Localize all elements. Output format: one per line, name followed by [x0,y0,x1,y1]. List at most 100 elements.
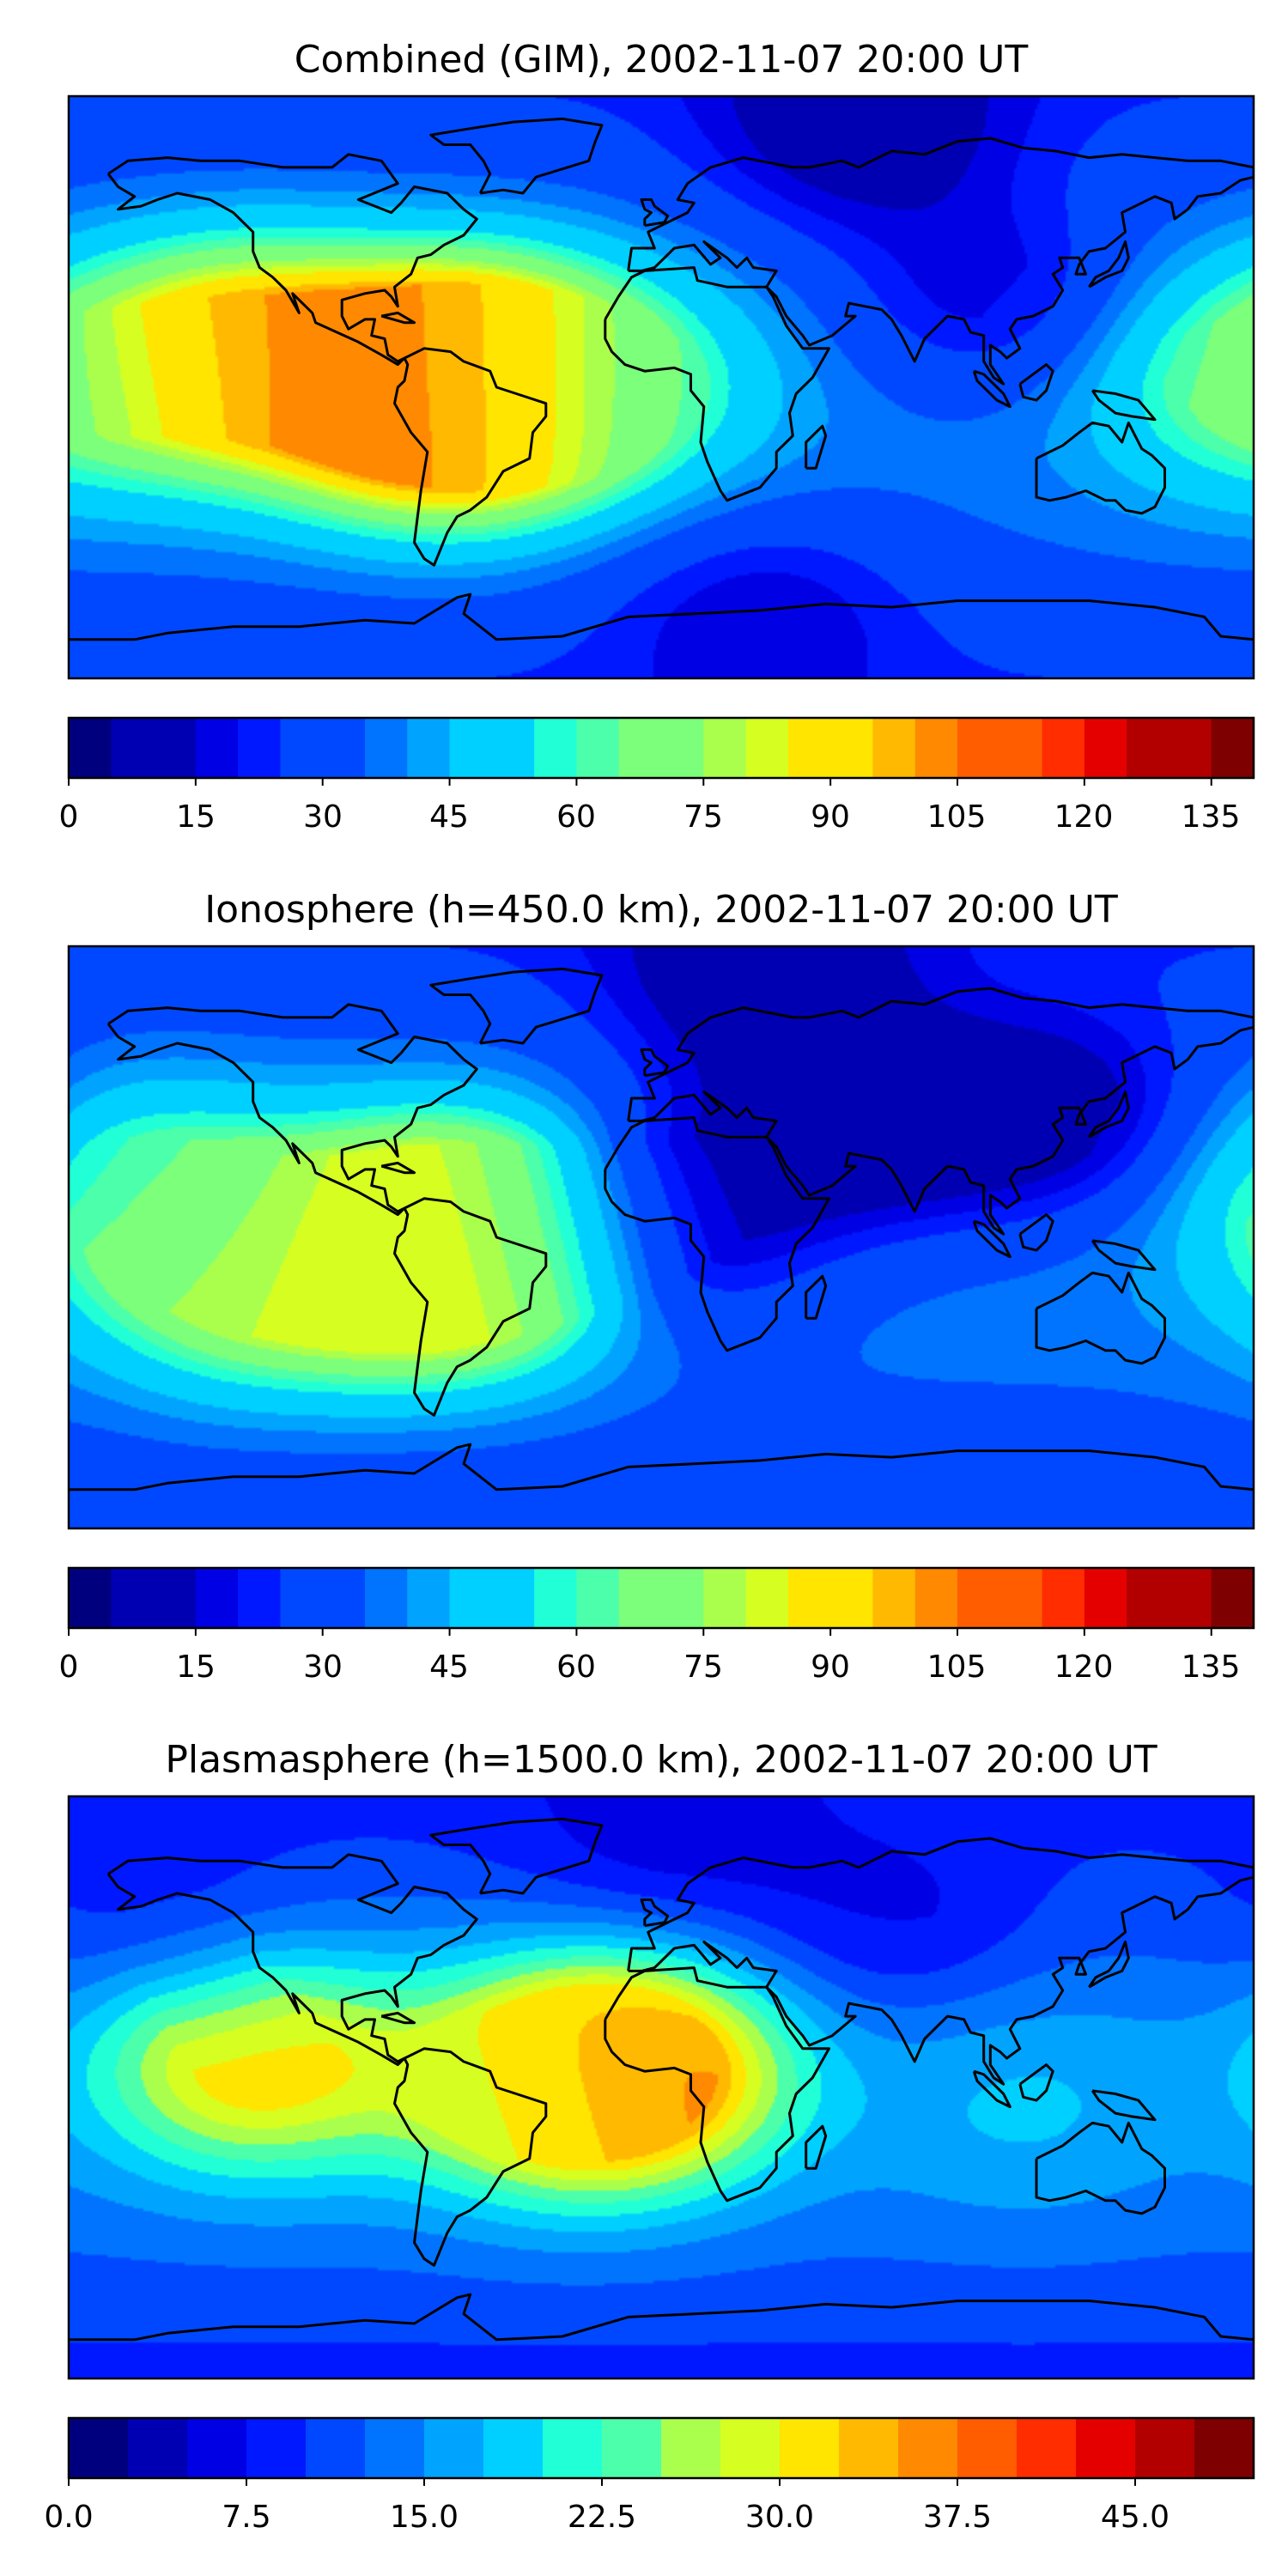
colorbar-tick-label: 0.0 [44,2500,93,2535]
coastline-path [604,1116,830,1352]
colorbar-level [449,1568,493,1628]
coastline-path [106,1003,478,1217]
colorbar-tick-label: 0 [59,799,79,835]
colorbar-level [872,718,916,778]
colorbar-level [661,2418,721,2478]
colorbar-level [195,718,239,778]
coastline-path [805,1274,828,1320]
coastline-path [1035,1271,1166,1365]
colorbar-level [1017,2418,1077,2478]
panel-ionosphere: Ionosphere (h=450.0 km), 2002-11-07 20:0… [59,888,1255,1685]
colorbar-tick-label: 30 [303,799,343,835]
colorbar-tick-label: 120 [1054,1649,1114,1685]
colorbar-tick-label: 15.0 [390,2500,459,2535]
colorbar-tick-label: 45 [429,1649,469,1685]
colorbar-tick-label: 60 [556,1649,596,1685]
colorbar-level [322,718,366,778]
colorbar-level [365,2418,425,2478]
colorbar-ticks: 0 15 30 45 60 75 90 105 120 135 [59,1649,1241,1685]
colorbar-level [618,718,662,778]
coastline-path [604,266,830,502]
map-frame [67,94,1255,680]
colorbar-tick-label: 37.5 [923,2500,992,2535]
colorbar-tick-label: 135 [1182,799,1241,835]
colorbar-level [787,718,831,778]
colorbar-tick-label: 0 [59,1649,79,1685]
coastline-path [429,117,604,195]
colorbar-level [957,2418,1018,2478]
colorbar-level [957,718,1000,778]
colorbar-ticks: 0 15 30 45 60 75 90 105 120 135 [59,799,1241,835]
colorbar-level [780,2418,840,2478]
panel-title: Ionosphere (h=450.0 km), 2002-11-07 20:0… [204,888,1118,932]
colorbar-level [1169,718,1212,778]
colorbar-level [914,718,958,778]
colorbar-level [128,2418,188,2478]
colorbar-level [1194,2418,1255,2478]
colorbar-level [1211,1568,1255,1628]
colorbar-tick-label: 30 [303,1649,343,1685]
coastline-path [393,2047,548,2267]
map-field [69,96,1254,678]
colorbar-level [1084,1568,1127,1628]
colorbar-level [365,718,408,778]
colorbar-level [1127,718,1170,778]
coastline-path [627,987,1254,1236]
colorbar-level [280,718,324,778]
colorbar-level [898,2418,958,2478]
colorbar-level [238,718,282,778]
colorbar-tick-label: 60 [556,799,596,835]
coastline-path [106,153,478,367]
colorbar-tick-label: 15 [176,799,216,835]
colorbar-level [957,1568,1000,1628]
coastline-path [1091,2089,1157,2122]
colorbar-tick-label: 105 [927,1649,987,1685]
colorbar-level [238,1568,282,1628]
panel-plasmasphere: Plasmasphere (h=1500.0 km), 2002-11-07 2… [44,1738,1255,2535]
colorbar-tick-label: 90 [811,799,850,835]
coastline-path [640,1048,670,1078]
colorbar-level [111,1568,155,1628]
colorbar-level [830,718,874,778]
colorbar-level [424,2418,484,2478]
coastline-path [69,2293,1254,2342]
coastline-path [69,1443,1254,1492]
colorbar-level [365,1568,408,1628]
colorbar-level [483,2418,544,2478]
colorbar-tick-label: 22.5 [568,2500,636,2535]
colorbar [67,716,1255,786]
colorbar-level [187,2418,247,2478]
coastline-path [380,311,416,325]
colorbar-level [69,718,112,778]
tec-heatmap [69,946,1254,1528]
colorbar-level [491,718,535,778]
map-frame [67,1795,1255,2380]
coastline-path [1018,2063,1054,2102]
coastline-path [1091,1239,1157,1272]
colorbar-level [999,718,1043,778]
coastlines [69,967,1254,1492]
map-frame [67,945,1255,1530]
coastline-path [1088,1091,1130,1139]
colorbar-level [745,1568,789,1628]
coastline-path [380,1161,416,1175]
colorbar-level [703,1568,747,1628]
panel-title: Combined (GIM), 2002-11-07 20:00 UT [295,38,1029,82]
coastline-path [380,2011,416,2025]
coastline-path [69,592,1254,641]
coastline-path [972,1219,1012,1259]
colorbar-tick-label: 90 [811,1649,850,1685]
map-field [69,946,1254,1528]
panel-combined: Combined (GIM), 2002-11-07 20:00 UT 0 15… [59,38,1255,835]
colorbar-level [534,718,578,778]
colorbar-tick-label: 135 [1182,1649,1241,1685]
coastline-path [429,1817,604,1895]
coastline-path [1091,389,1157,422]
colorbar-level [69,2418,129,2478]
coastline-path [805,2124,828,2170]
tec-heatmap [69,96,1254,678]
colorbar-level [602,2418,662,2478]
coastline-path [1088,1941,1130,1989]
colorbar-level [1076,2418,1136,2478]
colorbar-level [1135,2418,1195,2478]
